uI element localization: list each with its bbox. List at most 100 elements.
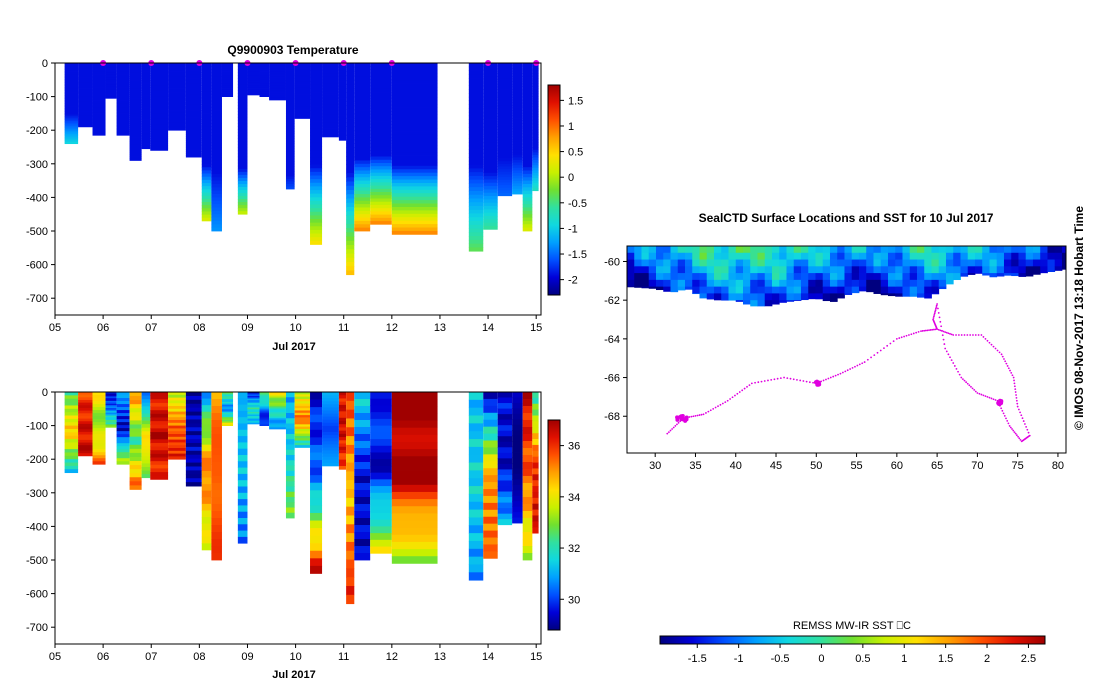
salinity-cell [468,525,484,534]
temperature-cell [370,137,392,141]
salinity-cell [64,449,79,453]
sst-cell [909,259,918,267]
temperature-cell [468,85,484,90]
temperature-cell [269,68,286,70]
salinity-cell [294,396,311,400]
sst-cell [873,252,882,260]
salinity-profiles [64,392,539,605]
salinity-cell [497,469,513,476]
salinity-cell [346,550,355,560]
temperature-cell [294,96,311,98]
sst-cell [771,293,780,301]
temperature-cell [310,88,323,93]
temperature-cell [483,169,498,174]
salinity-cell [497,436,513,443]
sst-cell [829,273,838,281]
track-point [822,379,825,382]
temperature-cell [294,112,311,115]
temperature-cell [64,75,79,78]
salinity-cell [354,448,371,456]
salinity-cell [322,398,339,402]
temperature-cell [468,63,484,68]
temperature-cell [105,72,117,74]
sst-cell [742,279,751,288]
temperature-cell [497,171,513,175]
track-point [988,396,991,399]
temperature-cell [247,80,260,82]
temperature-cell [237,183,248,188]
sst-cell [793,266,802,274]
salinity-cell [468,423,484,432]
salinity-cell [391,506,438,514]
sst-cell [750,246,758,254]
temperature-cell [141,71,151,74]
temperature-cell [141,92,151,95]
temperature-cell [294,82,311,85]
temperature-x-tick-label: 14 [482,322,494,334]
temperature-colorbar-tick-label: 0.5 [568,147,583,159]
track-point [935,307,937,310]
track-point [1014,391,1017,393]
temperature-cell [116,87,130,90]
temperature-cell [310,131,323,136]
temperature-cell [116,99,130,101]
salinity-cell [497,458,513,465]
temperature-cell [483,142,498,147]
temperature-cell [168,92,186,95]
temperature-cell [310,168,323,173]
temperature-cell [129,101,142,105]
sst-cell [960,259,969,267]
temperature-cell [346,109,355,115]
temperature-cell [150,124,169,127]
temperature-cell [285,120,295,124]
sst-cell [989,273,998,278]
salinity-cell [532,421,539,428]
salinity-cell [221,397,234,400]
sst-cell [786,300,795,302]
sst-cell [728,252,737,260]
temperature-cell [512,165,523,169]
sst-cell [866,286,874,293]
temperature-cell [211,224,222,229]
temperature-cell [512,128,523,132]
sst-cell [945,266,954,274]
temperature-cell [247,66,260,68]
temperature-cell [522,73,533,77]
temperature-cell [105,92,117,94]
temperature-cell [391,152,438,156]
track-point [698,414,701,416]
salinity-cell [141,413,151,418]
temperature-cell [497,182,513,186]
track-point [937,307,939,310]
sst-cell [808,252,816,260]
temperature-cell [370,104,392,109]
salinity-cell [354,497,371,505]
salinity-cell [211,413,222,421]
salinity-cell [532,415,539,422]
salinity-cell [322,438,339,442]
salinity-cell [391,427,438,436]
sst-field [627,246,1066,443]
temperature-cell [285,158,295,162]
temperature-cell [285,93,295,97]
temperature-cell [141,80,151,83]
sst-cell [996,266,1005,274]
temperature-cell [129,123,142,126]
salinity-cell [346,524,355,534]
salinity-cell [346,471,355,481]
salinity-cell [141,470,151,475]
temperature-cell [64,138,79,141]
temperature-cell [211,63,222,67]
temperature-cell [92,96,106,99]
temperature-cell [354,66,371,71]
temperature-cell [105,91,117,94]
temperature-cell [259,89,270,91]
sst-cell [1011,266,1019,274]
temperature-cell [354,160,371,165]
salinity-cell [483,475,498,483]
track-point [1016,405,1019,408]
seal-track [666,303,1031,443]
temperature-cell [168,112,186,115]
track-point [757,381,760,384]
temperature-cell [269,85,286,88]
